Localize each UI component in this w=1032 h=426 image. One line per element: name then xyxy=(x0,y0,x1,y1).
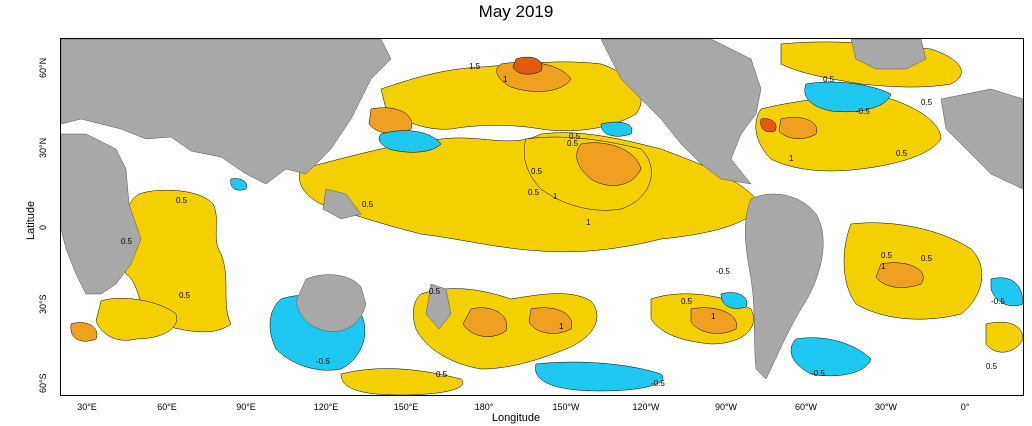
x-tick-60e: 60°E xyxy=(157,402,177,412)
contour-label: 0.5 xyxy=(362,200,374,209)
agulhas-core xyxy=(70,322,98,342)
contour-label: -0.5 xyxy=(811,369,825,378)
contour-label: 1 xyxy=(711,312,716,321)
benguela-cool xyxy=(990,277,1023,307)
ne-pacific-core xyxy=(576,142,642,186)
cool-anomaly-regions xyxy=(230,81,1023,392)
map-title: May 2019 xyxy=(478,2,554,21)
contour-labels: 1.5 1 0.5 0.5 0.5 0.5 0.5 0.5 1 0.5 1 0.… xyxy=(121,62,1005,388)
contour-label: 1 xyxy=(586,218,591,227)
south-atlantic-cool xyxy=(790,337,872,377)
x-tick-150w: 150°W xyxy=(552,402,580,412)
x-tick-30w: 30°W xyxy=(874,402,898,412)
bering-hotspot xyxy=(512,56,543,75)
contour-label: 0.5 xyxy=(179,291,191,300)
north-pacific-warm xyxy=(380,61,642,132)
contour-label: -0.5 xyxy=(856,107,870,116)
southern-pacific-cool xyxy=(535,361,664,392)
labrador-cool xyxy=(804,81,892,113)
contour-label: 0.5 xyxy=(986,362,998,371)
contour-label: 0.5 xyxy=(121,237,133,246)
y-axis-label: Latitude xyxy=(25,200,37,240)
south-pacific-core xyxy=(462,307,508,337)
central-pacific-cool xyxy=(600,121,633,137)
ne-us-hotspot xyxy=(760,118,777,133)
contour-label: 0.5 xyxy=(436,370,448,379)
greenland-land xyxy=(850,39,927,70)
south-atlantic-core xyxy=(875,262,924,288)
contour-label: 0.5 xyxy=(681,297,693,306)
x-tick-150e: 150°E xyxy=(393,402,419,412)
kuroshio-core xyxy=(368,107,412,134)
contour-label: 1 xyxy=(881,262,886,271)
contour-label: 0.5 xyxy=(429,287,441,296)
south-pacific-core2 xyxy=(528,307,572,334)
y-tick-60n: 60°N xyxy=(38,57,48,78)
peru-cool xyxy=(720,292,748,309)
contour-label: 1 xyxy=(503,75,508,84)
x-tick-120e: 120°E xyxy=(313,402,339,412)
contour-label: 1 xyxy=(559,322,564,331)
contour-label: 0.5 xyxy=(881,251,893,260)
x-tick-90w: 90°W xyxy=(714,402,738,412)
contour-label: 0.5 xyxy=(823,75,835,84)
europe-africa-east-land xyxy=(940,88,1023,190)
contour-label: 0.5 xyxy=(531,167,543,176)
contour-label: 0.5 xyxy=(921,98,933,107)
contour-label: -0.5 xyxy=(651,379,665,388)
x-tick-90e: 90°E xyxy=(236,402,256,412)
y-tick-0: 0 xyxy=(38,224,48,230)
x-tick-0: 0° xyxy=(960,402,970,412)
contour-label: 0.5 xyxy=(567,139,579,148)
indonesia-land xyxy=(322,188,362,220)
y-tick-30n: 30°N xyxy=(38,137,48,158)
se-pacific-core xyxy=(690,307,737,334)
africa-land xyxy=(61,133,142,295)
contour-label: -0.5 xyxy=(316,357,330,366)
contour-label: 0.5 xyxy=(921,254,933,263)
eurasia-land xyxy=(61,39,392,185)
x-tick-120w: 120°W xyxy=(632,402,660,412)
y-tick-30s: 30°S xyxy=(38,294,48,314)
x-tick-180: 180° xyxy=(474,402,494,412)
contour-label: 1 xyxy=(553,192,558,201)
south-indian-warm xyxy=(95,298,177,341)
contour-label: 0.5 xyxy=(528,188,540,197)
y-tick-60s: 60°S xyxy=(38,373,48,393)
map-frame: 1.5 1 0.5 0.5 0.5 0.5 0.5 0.5 1 0.5 1 0.… xyxy=(60,38,1024,396)
south-atlantic-east-warm xyxy=(985,321,1023,353)
south-america-land xyxy=(744,193,824,380)
contour-label: 0.5 xyxy=(896,149,908,158)
land-masses xyxy=(61,39,1023,380)
indian-ocean-cool-spot xyxy=(230,178,247,191)
contour-label: 0.5 xyxy=(569,132,581,141)
sst-anomaly-map: 1.5 1 0.5 0.5 0.5 0.5 0.5 0.5 1 0.5 1 0.… xyxy=(61,39,1023,395)
x-axis-label: Longitude xyxy=(491,412,541,424)
strong-warm-cores xyxy=(70,61,924,342)
gulf-stream-core xyxy=(778,117,817,139)
contour-label: -0.5 xyxy=(716,267,730,276)
x-tick-60w: 60°W xyxy=(794,402,818,412)
contour-label: 0.5 xyxy=(176,196,188,205)
new-zealand-land xyxy=(425,283,452,330)
north-america-land xyxy=(600,39,762,185)
contour-label: 1.5 xyxy=(469,62,481,71)
australia-land xyxy=(295,274,367,332)
nw-pacific-cool xyxy=(378,130,442,153)
southern-ocean-warm xyxy=(340,368,464,395)
contour-label: -0.5 xyxy=(991,297,1005,306)
contour-label: 1 xyxy=(789,154,794,163)
x-tick-30e: 30°E xyxy=(77,402,97,412)
